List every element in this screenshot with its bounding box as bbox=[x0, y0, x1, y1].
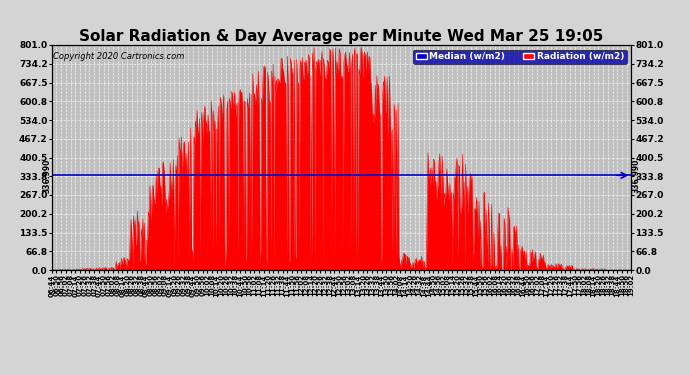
Text: Copyright 2020 Cartronics.com: Copyright 2020 Cartronics.com bbox=[53, 52, 184, 61]
Text: 336.990: 336.990 bbox=[42, 158, 51, 192]
Text: 336.990: 336.990 bbox=[632, 158, 641, 192]
Legend: Median (w/m2), Radiation (w/m2): Median (w/m2), Radiation (w/m2) bbox=[413, 50, 627, 64]
Title: Solar Radiation & Day Average per Minute Wed Mar 25 19:05: Solar Radiation & Day Average per Minute… bbox=[79, 29, 604, 44]
